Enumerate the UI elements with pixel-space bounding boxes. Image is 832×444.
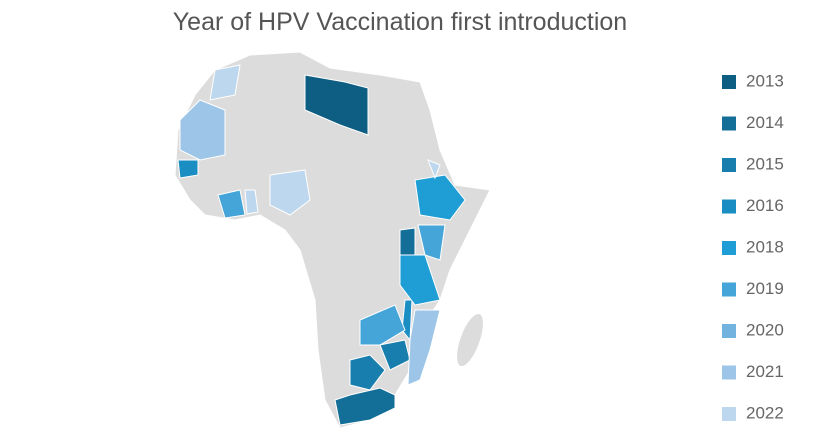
legend-swatch [722,75,736,89]
legend-swatch [722,241,736,255]
country [244,189,259,215]
madagascar [456,312,484,368]
legend-label: 2015 [746,154,784,173]
country [334,387,396,426]
country [349,354,386,391]
legend-label: 2013 [746,71,784,90]
legend-label: 2021 [746,362,784,381]
legend-label: 2016 [746,196,784,215]
legend-swatch [722,282,736,297]
africa-map [174,51,491,429]
legend-label: 2022 [746,403,784,422]
legend-label: 2020 [746,320,784,339]
country [304,74,369,136]
country [414,174,466,221]
country [407,309,441,386]
legend-swatch [722,116,736,131]
country [427,159,441,180]
legend-label: 2014 [746,113,784,132]
legend: 2013 2014 2015 2016 2018 2019 2020 2021 2022 [722,71,784,422]
country [179,99,226,161]
country [417,224,446,261]
country [399,227,416,256]
country [359,304,406,346]
country [399,254,441,306]
legend-swatch [722,199,736,214]
map-title: Year of HPV Vaccination first introducti… [173,8,627,36]
legend-swatch [722,158,736,172]
country [269,169,311,216]
legend-swatch [722,365,736,380]
country [209,64,241,101]
country [177,159,199,179]
legend-swatch [722,407,736,421]
country [217,189,246,219]
legend-label: 2019 [746,279,784,298]
legend-swatch [722,324,736,338]
legend-label: 2018 [746,237,784,256]
